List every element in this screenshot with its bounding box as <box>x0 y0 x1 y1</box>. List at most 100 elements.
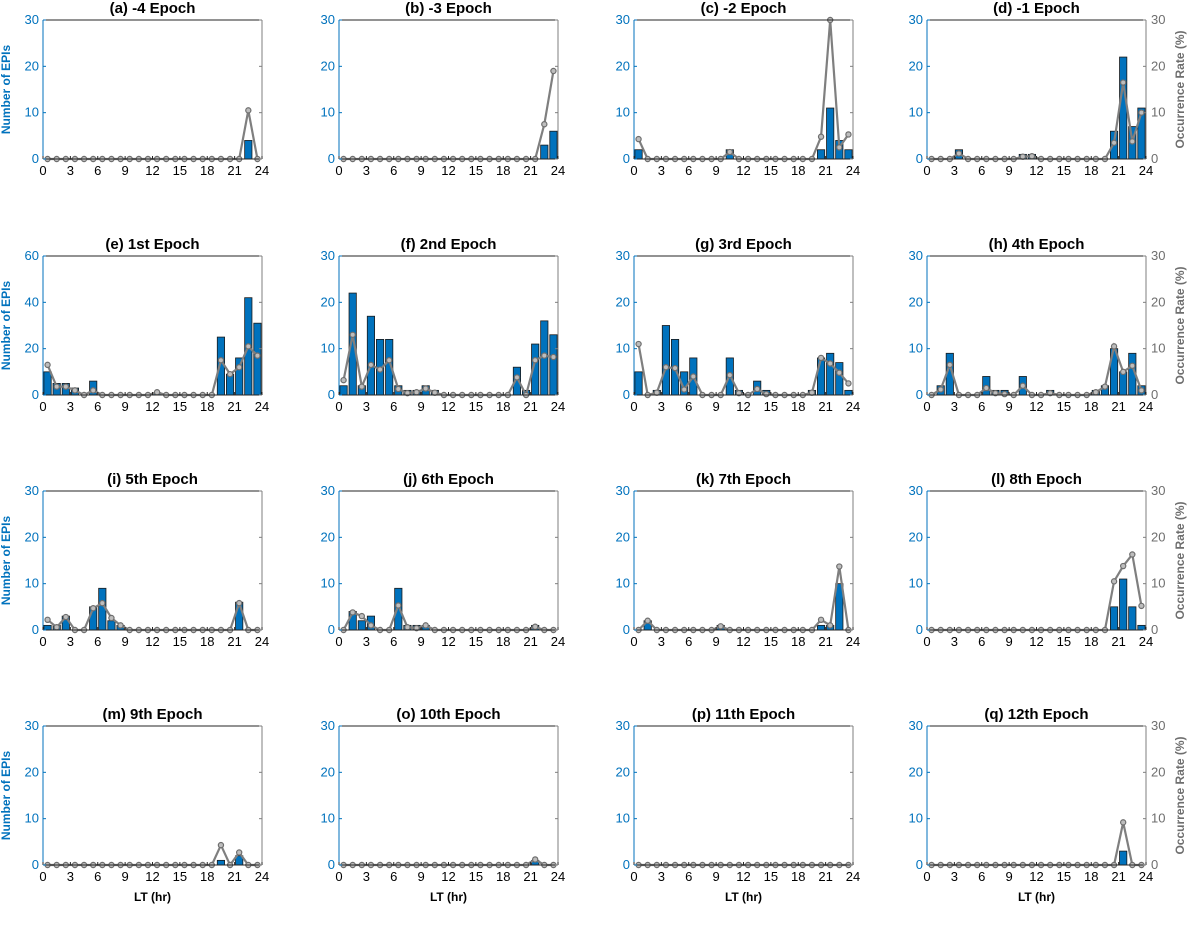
x-tick-label: 21 <box>1111 163 1125 178</box>
x-tick-label: 18 <box>791 163 805 178</box>
rate-point <box>1110 139 1118 146</box>
x-tick-label: 18 <box>791 399 805 414</box>
rate-point <box>753 385 761 393</box>
x-tick-label: 0 <box>923 399 930 414</box>
y-tick-label: 10 <box>616 811 630 826</box>
x-tick-label: 21 <box>523 634 537 649</box>
x-tick-label: 3 <box>658 163 665 178</box>
rate-point <box>937 386 944 393</box>
rate-point <box>422 385 429 392</box>
x-tick-label: 12 <box>145 163 159 178</box>
bar <box>817 624 826 631</box>
y-tick-label: 30 <box>909 483 923 498</box>
rate-point <box>635 135 642 143</box>
rate-point <box>531 357 539 364</box>
bar <box>549 334 558 396</box>
x-tick-label: 21 <box>1111 399 1125 414</box>
rate-point <box>53 624 60 631</box>
y-tick-label: 10 <box>909 105 923 120</box>
y-tick-label: 20 <box>909 764 923 779</box>
bar <box>817 149 826 160</box>
x-tick-label: 9 <box>122 634 129 649</box>
x-tick-label: 21 <box>523 163 537 178</box>
y-tick-label: 10 <box>909 811 923 826</box>
y-tick-label: 10 <box>616 341 630 356</box>
y2-tick-label: 20 <box>1151 529 1165 544</box>
rate-point <box>826 360 834 367</box>
rate-point <box>735 389 743 397</box>
y2-tick-label: 10 <box>1151 341 1165 356</box>
x-tick-label: 18 <box>1084 399 1098 414</box>
y2-tick-label: 20 <box>1151 764 1165 779</box>
plot-area <box>339 256 558 395</box>
y-tick-label: 30 <box>25 12 39 27</box>
x-tick-label: 18 <box>200 634 214 649</box>
x-tick-label: 18 <box>496 634 510 649</box>
y-tick-label: 0 <box>623 622 630 637</box>
x-tick-label: 12 <box>736 399 750 414</box>
rate-point <box>62 613 70 621</box>
y-tick-label: 0 <box>328 151 335 166</box>
bar <box>844 389 853 396</box>
rate-point <box>513 374 521 381</box>
x-tick-label: 24 <box>1139 399 1153 414</box>
x-tick-label: 24 <box>846 163 860 178</box>
x-tick-label: 15 <box>1057 634 1071 649</box>
bar <box>43 371 52 396</box>
rate-point <box>946 361 954 369</box>
bar <box>366 315 375 396</box>
rate-point <box>1129 362 1136 370</box>
y-tick-label: 10 <box>25 105 39 120</box>
rate-point <box>1119 819 1127 826</box>
panel-title: (a) -4 Epoch <box>110 0 196 17</box>
rate-point <box>235 599 243 607</box>
x-tick-label: 3 <box>658 869 665 884</box>
y-tick-label: 0 <box>916 857 923 872</box>
y-tick-label: 0 <box>916 387 923 402</box>
y2-tick-label: 10 <box>1151 811 1165 826</box>
x-tick-label: 0 <box>39 163 46 178</box>
x-tick-label: 6 <box>390 163 397 178</box>
bar <box>634 371 643 396</box>
y-tick-label: 20 <box>909 529 923 544</box>
x-tick-label: 18 <box>791 634 805 649</box>
y2-tick-label: 0 <box>1151 387 1158 402</box>
rate-point <box>413 389 420 396</box>
y2-tick-label: 10 <box>1151 105 1165 120</box>
rate-point <box>1119 79 1127 86</box>
x-tick-label: 24 <box>255 634 269 649</box>
x-tick-label: 12 <box>145 399 159 414</box>
x-tick-label: 6 <box>685 634 692 649</box>
left-axis-label: Number of EPIs <box>0 281 13 371</box>
rate-point <box>763 390 770 398</box>
plot-area <box>43 726 262 865</box>
x-tick-label: 12 <box>441 163 455 178</box>
x-tick-label: 9 <box>1006 163 1013 178</box>
x-tick-label: 12 <box>1029 399 1043 414</box>
rate-point <box>89 605 97 612</box>
y-tick-label: 30 <box>321 12 335 27</box>
x-tick-label: 24 <box>551 869 565 884</box>
rate-point <box>413 624 420 632</box>
bar <box>549 130 558 160</box>
y-tick-label: 0 <box>623 387 630 402</box>
x-tick-label: 12 <box>441 634 455 649</box>
x-tick-label: 21 <box>227 163 241 178</box>
rate-point <box>245 107 252 114</box>
rate-point <box>422 622 429 629</box>
rate-point <box>817 133 825 140</box>
x-tick-label: 21 <box>818 399 832 414</box>
y2-tick-label: 20 <box>1151 58 1165 73</box>
panel-title: (l) 8th Epoch <box>991 471 1082 488</box>
x-tick-label: 21 <box>523 869 537 884</box>
x-tick-label: 9 <box>1006 399 1013 414</box>
y2-tick-label: 10 <box>1151 576 1165 591</box>
rate-point <box>1046 389 1054 397</box>
bar <box>1119 371 1128 396</box>
panel-2: (b) -3 Epoch 0 3 6 9 12 15 18 21 24 0 10 20 30 <box>321 0 566 178</box>
x-tick-label: 18 <box>1084 869 1098 884</box>
y-tick-label: 0 <box>328 387 335 402</box>
y-tick-label: 10 <box>321 811 335 826</box>
y2-tick-label: 0 <box>1151 151 1158 166</box>
